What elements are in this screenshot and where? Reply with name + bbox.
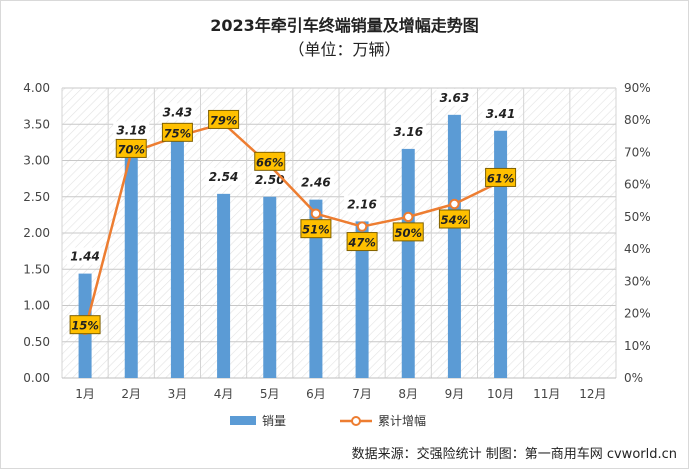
y-right-tick-label: 70% (624, 145, 651, 159)
growth-data-label: 54% (441, 213, 469, 227)
growth-label-box (485, 167, 517, 187)
x-tick-label: 10月 (487, 387, 514, 401)
y-right-tick-label: 10% (624, 339, 651, 353)
x-tick-label: 9月 (445, 387, 465, 401)
y-right-tick-label: 30% (624, 274, 651, 288)
legend-label-bar: 销量 (262, 414, 286, 428)
bar-label-bg (113, 121, 150, 139)
data-source: 数据来源：交强险统计 制图：第一商用车网 cvworld.cn (351, 447, 677, 462)
growth-label-box (161, 122, 193, 142)
bar-data-label: 2.54 (209, 170, 239, 184)
bar (447, 114, 461, 378)
x-tick-label: 12月 (579, 387, 606, 401)
y-right-tick-label: 60% (624, 178, 651, 192)
bar-label-bg (482, 104, 519, 122)
growth-label-box (69, 315, 101, 335)
growth-data-label: 51% (302, 223, 330, 237)
growth-label-box (208, 109, 240, 129)
y-right-tick-label: 50% (624, 210, 651, 224)
y-right-tick-label: 80% (624, 113, 651, 127)
x-tick-label: 8月 (398, 387, 418, 401)
y-left-tick-label: 1.50 (23, 262, 50, 276)
bar-data-label: 2.50 (255, 173, 285, 187)
legend-label-line: 累计增幅 (378, 413, 426, 428)
y-left-tick-label: 3.00 (23, 154, 50, 168)
growth-data-label: 70% (117, 142, 145, 156)
y-right-tick-label: 0% (624, 371, 643, 385)
x-tick-label: 7月 (352, 387, 372, 401)
y-left-tick-label: 2.00 (23, 226, 50, 240)
bar-data-label: 3.41 (486, 107, 516, 121)
growth-label-box (346, 232, 378, 252)
bar-label-bg (436, 88, 473, 106)
bar-data-label: 2.46 (301, 176, 331, 190)
y-right-tick-label: 20% (624, 307, 651, 321)
growth-line (83, 122, 502, 330)
growth-label-box (115, 138, 147, 158)
y-right-tick-label: 40% (624, 242, 651, 256)
bar-label-bg (159, 103, 196, 121)
bar-data-label: 3.63 (440, 91, 470, 105)
growth-label-box (300, 219, 332, 239)
bar-label-bg (205, 167, 242, 185)
bar-label-bg (297, 173, 334, 191)
growth-marker (449, 198, 460, 210)
bar-label-bg (344, 195, 381, 213)
bar-data-label: 2.16 (347, 197, 377, 211)
growth-label-box (438, 209, 470, 229)
bar-data-label: 1.44 (70, 250, 100, 264)
y-left-tick-label: 0.00 (23, 371, 50, 385)
bar-data-label: 3.16 (393, 125, 423, 139)
bar-label-bg (67, 247, 104, 265)
y-left-tick-label: 2.50 (23, 190, 50, 204)
x-tick-label: 1月 (75, 387, 95, 401)
growth-marker (403, 211, 414, 223)
y-left-tick-label: 0.50 (23, 335, 50, 349)
bar (170, 129, 184, 378)
chart-subtitle: （单位：万辆） (288, 40, 401, 59)
legend-swatch-bar (230, 416, 256, 425)
growth-marker (356, 221, 368, 232)
bar (355, 221, 369, 378)
growth-data-label: 61% (487, 171, 515, 185)
bar-data-label: 3.43 (163, 105, 193, 119)
x-tick-label: 6月 (306, 387, 326, 401)
y-right-tick-label: 90% (624, 81, 651, 95)
bar (494, 130, 508, 378)
growth-data-label: 15% (71, 319, 99, 333)
y-left-tick-label: 4.00 (23, 81, 50, 95)
legend-marker (351, 416, 361, 426)
growth-data-label: 50% (394, 226, 422, 240)
x-tick-label: 11月 (533, 387, 560, 401)
x-tick-label: 4月 (214, 387, 234, 401)
y-left-tick-label: 3.50 (23, 117, 50, 131)
growth-data-label: 79% (210, 113, 238, 127)
growth-data-label: 75% (164, 126, 192, 140)
growth-data-label: 47% (347, 236, 376, 250)
bar (309, 199, 323, 378)
growth-marker (310, 208, 322, 219)
bar-data-label: 3.18 (116, 123, 146, 137)
growth-data-label: 66% (256, 155, 284, 169)
bar-label-bg (390, 122, 427, 140)
chart-title: 2023年牵引车终端销量及增幅走势图 (210, 16, 479, 35)
bar (401, 148, 415, 378)
bar (124, 147, 138, 378)
y-left-tick-label: 1.00 (23, 299, 50, 313)
x-tick-label: 5月 (260, 387, 280, 401)
growth-label-box (392, 222, 424, 242)
growth-label-box (254, 151, 286, 171)
bar (217, 193, 231, 378)
x-tick-label: 2月 (121, 387, 141, 401)
bar (263, 196, 277, 378)
x-tick-label: 3月 (168, 387, 188, 401)
